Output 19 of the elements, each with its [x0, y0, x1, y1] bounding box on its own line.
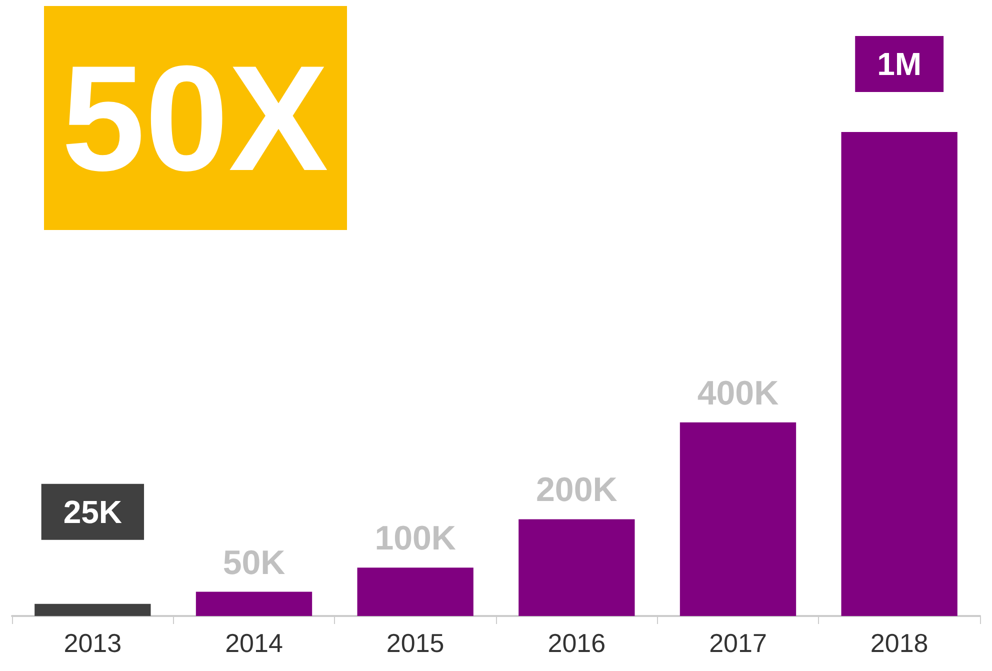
data-label: 100K: [374, 520, 456, 558]
bar: [34, 604, 151, 616]
bar: [518, 519, 635, 616]
x-tick-label: 2015: [386, 628, 444, 658]
x-tick-label: 2014: [225, 628, 283, 658]
x-tick-label: 2013: [64, 628, 122, 658]
bar: [357, 568, 474, 616]
x-tick-label: 2018: [870, 628, 928, 658]
data-label: 400K: [697, 374, 780, 412]
bar: [841, 132, 958, 616]
data-label: 25K: [63, 494, 122, 530]
x-tick-label: 2016: [548, 628, 606, 658]
bar: [680, 422, 796, 616]
data-label: 50K: [222, 544, 286, 582]
x-tick-label: 2017: [709, 628, 767, 658]
annotation: 50X: [62, 34, 328, 202]
data-label: 200K: [536, 471, 618, 510]
bar: [196, 592, 312, 616]
data-label: 1M: [877, 46, 922, 82]
